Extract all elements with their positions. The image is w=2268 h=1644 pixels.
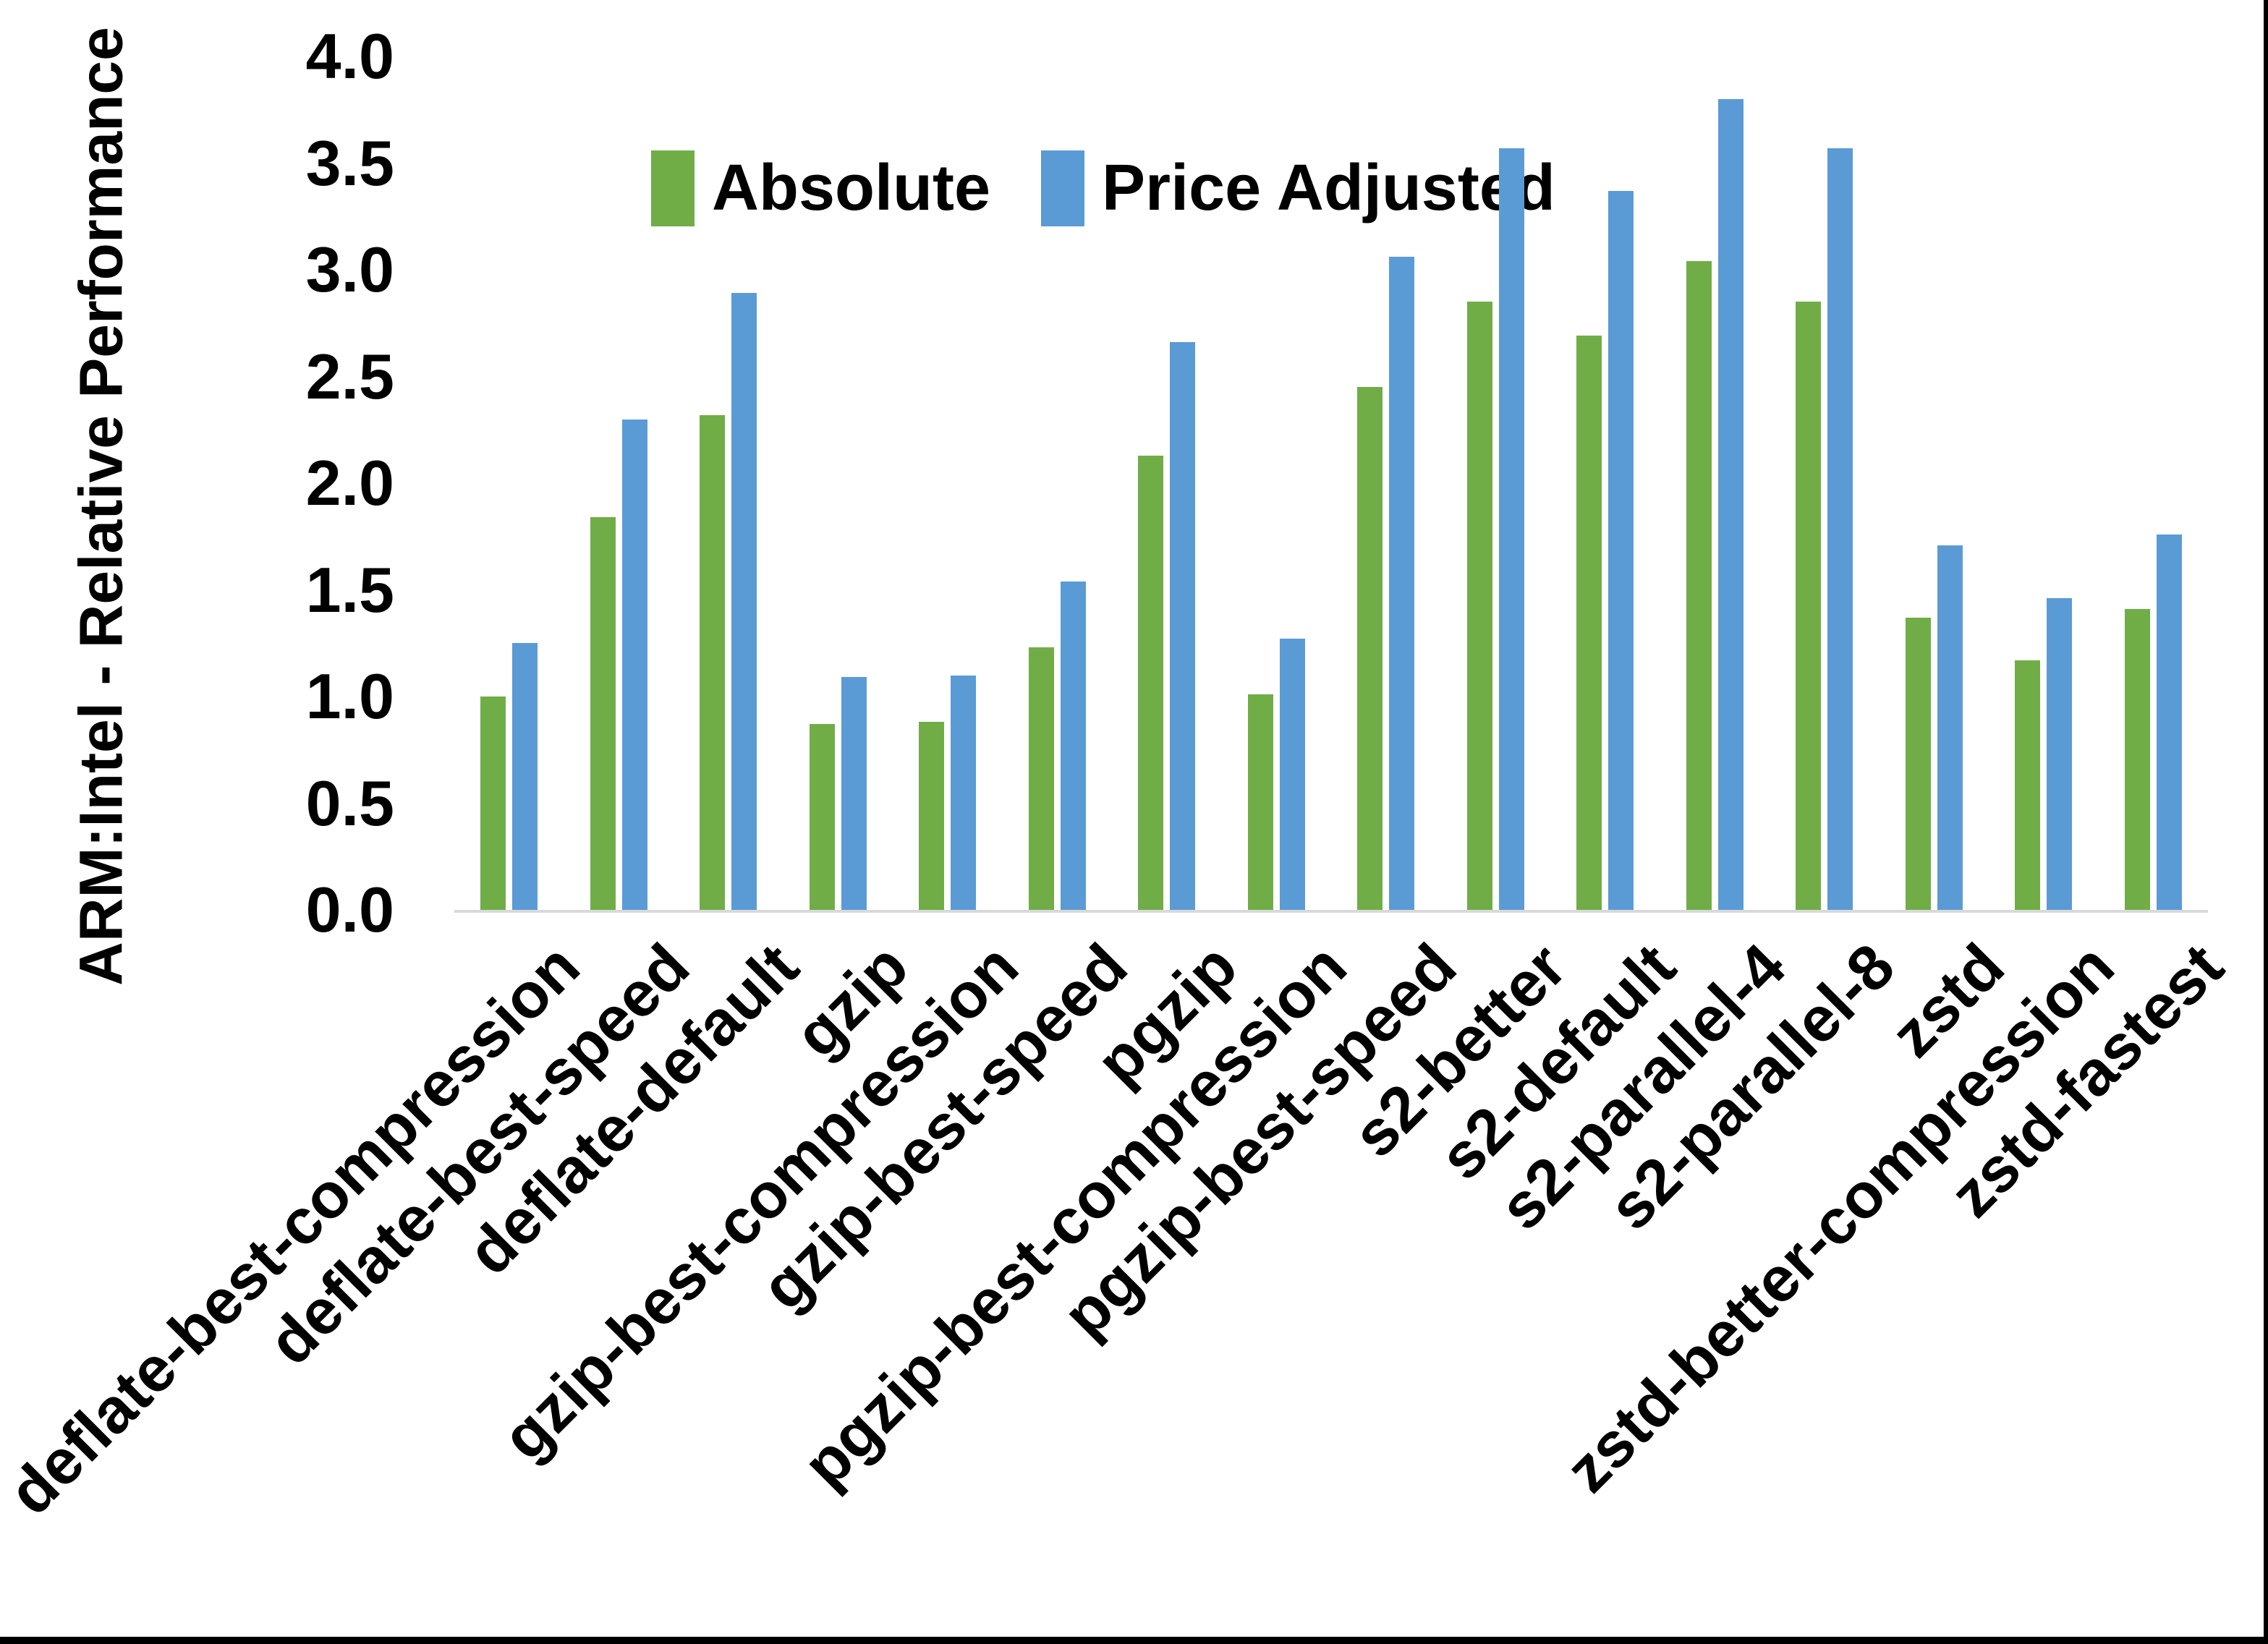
bar-group — [564, 56, 674, 910]
bar-absolute-s2-parallel-4 — [1686, 261, 1712, 910]
bar-price-adjusted-pgzip-best-speed — [1389, 257, 1415, 910]
bar-group — [1003, 56, 1113, 910]
bar-group — [1441, 56, 1551, 910]
bar-absolute-deflate-best-speed — [590, 517, 616, 910]
y-tick-label: 1.0 — [305, 660, 394, 732]
bar-price-adjusted-pgzip-best-compression — [1279, 639, 1305, 910]
bar-group — [1989, 56, 2099, 910]
y-axis-title: ARM:Intel - Relative Performance — [67, 27, 135, 986]
bar-price-adjusted-pgzip — [1170, 342, 1196, 910]
bar-group — [1112, 56, 1222, 910]
bar-price-adjusted-zstd-fastest — [2156, 534, 2182, 910]
y-tick-label: 3.5 — [305, 127, 394, 199]
legend: Absolute Price Adjusted — [651, 150, 1555, 226]
bar-price-adjusted-s2-parallel-8 — [1827, 148, 1853, 910]
bar-group — [674, 56, 783, 910]
bar-group — [2099, 56, 2209, 910]
bar-absolute-zstd — [1905, 617, 1931, 910]
y-tick-label: 0.5 — [305, 767, 394, 839]
plot-area — [454, 56, 2208, 913]
bar-absolute-s2-parallel-8 — [1796, 302, 1822, 910]
bar-absolute-pgzip-best-speed — [1357, 387, 1383, 910]
y-tick-label: 0.0 — [305, 874, 394, 945]
bar-group — [1880, 56, 1989, 910]
bar-absolute-deflate-best-compression — [480, 697, 506, 910]
bar-price-adjusted-s2-better — [1498, 148, 1524, 910]
legend-swatch-absolute — [651, 150, 695, 226]
bar-absolute-gzip-best-speed — [1028, 647, 1054, 910]
bar-group — [1770, 56, 1880, 910]
bar-absolute-pgzip-best-compression — [1247, 694, 1273, 910]
bar-group — [1550, 56, 1660, 910]
bar-group — [893, 56, 1003, 910]
bar-price-adjusted-s2-default — [1608, 190, 1634, 910]
legend-item-absolute: Absolute — [651, 150, 990, 226]
bar-group — [1660, 56, 1770, 910]
bar-absolute-s2-default — [1576, 336, 1602, 910]
bar-price-adjusted-deflate-best-speed — [621, 419, 647, 910]
bar-price-adjusted-deflate-best-compression — [512, 643, 538, 910]
bar-absolute-s2-better — [1466, 302, 1492, 910]
bar-group — [454, 56, 564, 910]
bar-group — [1222, 56, 1332, 910]
legend-label: Absolute — [712, 152, 991, 224]
y-tick-label: 3.0 — [305, 234, 394, 305]
y-tick-label: 2.0 — [305, 447, 394, 519]
bar-group — [1331, 56, 1441, 910]
y-tick-label: 4.0 — [305, 20, 394, 92]
bar-price-adjusted-s2-parallel-4 — [1717, 99, 1744, 910]
legend-swatch-price-adjusted — [1041, 150, 1085, 226]
bar-price-adjusted-zstd-better-compression — [2047, 598, 2073, 910]
legend-item-price-adjusted: Price Adjusted — [1041, 150, 1555, 226]
bar-group — [783, 56, 893, 910]
bar-absolute-pgzip — [1138, 455, 1164, 910]
legend-label: Price Adjusted — [1102, 152, 1555, 224]
y-tick-label: 1.5 — [305, 553, 394, 626]
bar-price-adjusted-deflate-default — [731, 293, 757, 910]
bar-absolute-zstd-fastest — [2124, 609, 2150, 910]
bar-absolute-deflate-default — [700, 414, 726, 910]
bar-absolute-gzip — [809, 724, 835, 910]
bar-absolute-gzip-best-compression — [919, 722, 945, 910]
bar-price-adjusted-zstd — [1937, 545, 1963, 910]
bar-absolute-zstd-better-compression — [2015, 660, 2041, 910]
y-tick-label: 2.5 — [305, 340, 394, 412]
bar-price-adjusted-gzip-best-compression — [951, 675, 977, 910]
bar-price-adjusted-gzip — [841, 677, 867, 910]
bar-price-adjusted-gzip-best-speed — [1060, 581, 1086, 910]
